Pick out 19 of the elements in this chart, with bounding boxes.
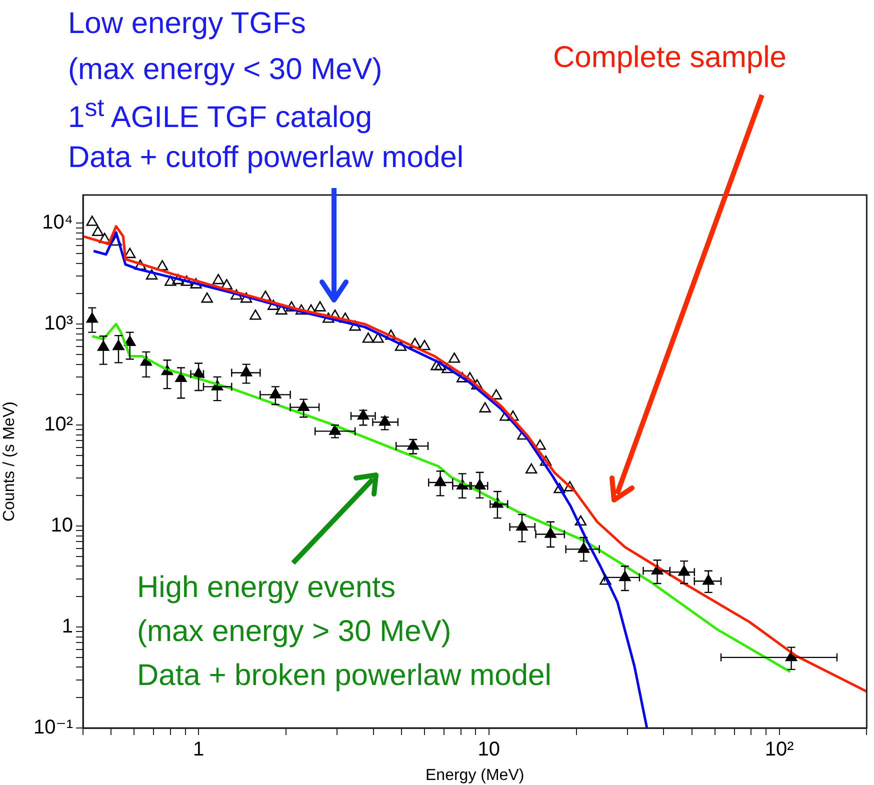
text: Complete sample [553, 40, 786, 76]
text: (max energy < 30 MeV) [68, 52, 382, 88]
x-axis-title: Energy (MeV) [426, 766, 524, 784]
text: Data + cutoff powerlaw model [68, 140, 464, 176]
y-tick-label: 1 [62, 616, 73, 638]
y-tick-label: 10⁻¹ [34, 716, 74, 739]
annotation: High energy events [137, 570, 396, 606]
y-tick-label: 10⁴ [42, 212, 73, 234]
y-tick-label: 10² [44, 414, 74, 436]
x-tick-label: 10 [478, 738, 500, 761]
text: 1$^{st}$ AGILE TGF catalog [68, 93, 372, 136]
x-tick-label: 1 [192, 738, 204, 761]
annotation: Data + broken powerlaw model [137, 658, 552, 694]
x-tick-label: 10² [764, 738, 794, 761]
y-tick-label: 10³ [44, 312, 74, 335]
annotation: (max energy > 30 MeV) [137, 614, 452, 650]
y-tick-label: 10 [50, 514, 73, 537]
y-axis-title: Counts / (s MeV) [1, 401, 18, 522]
text: Low energy TGFs [68, 6, 306, 42]
